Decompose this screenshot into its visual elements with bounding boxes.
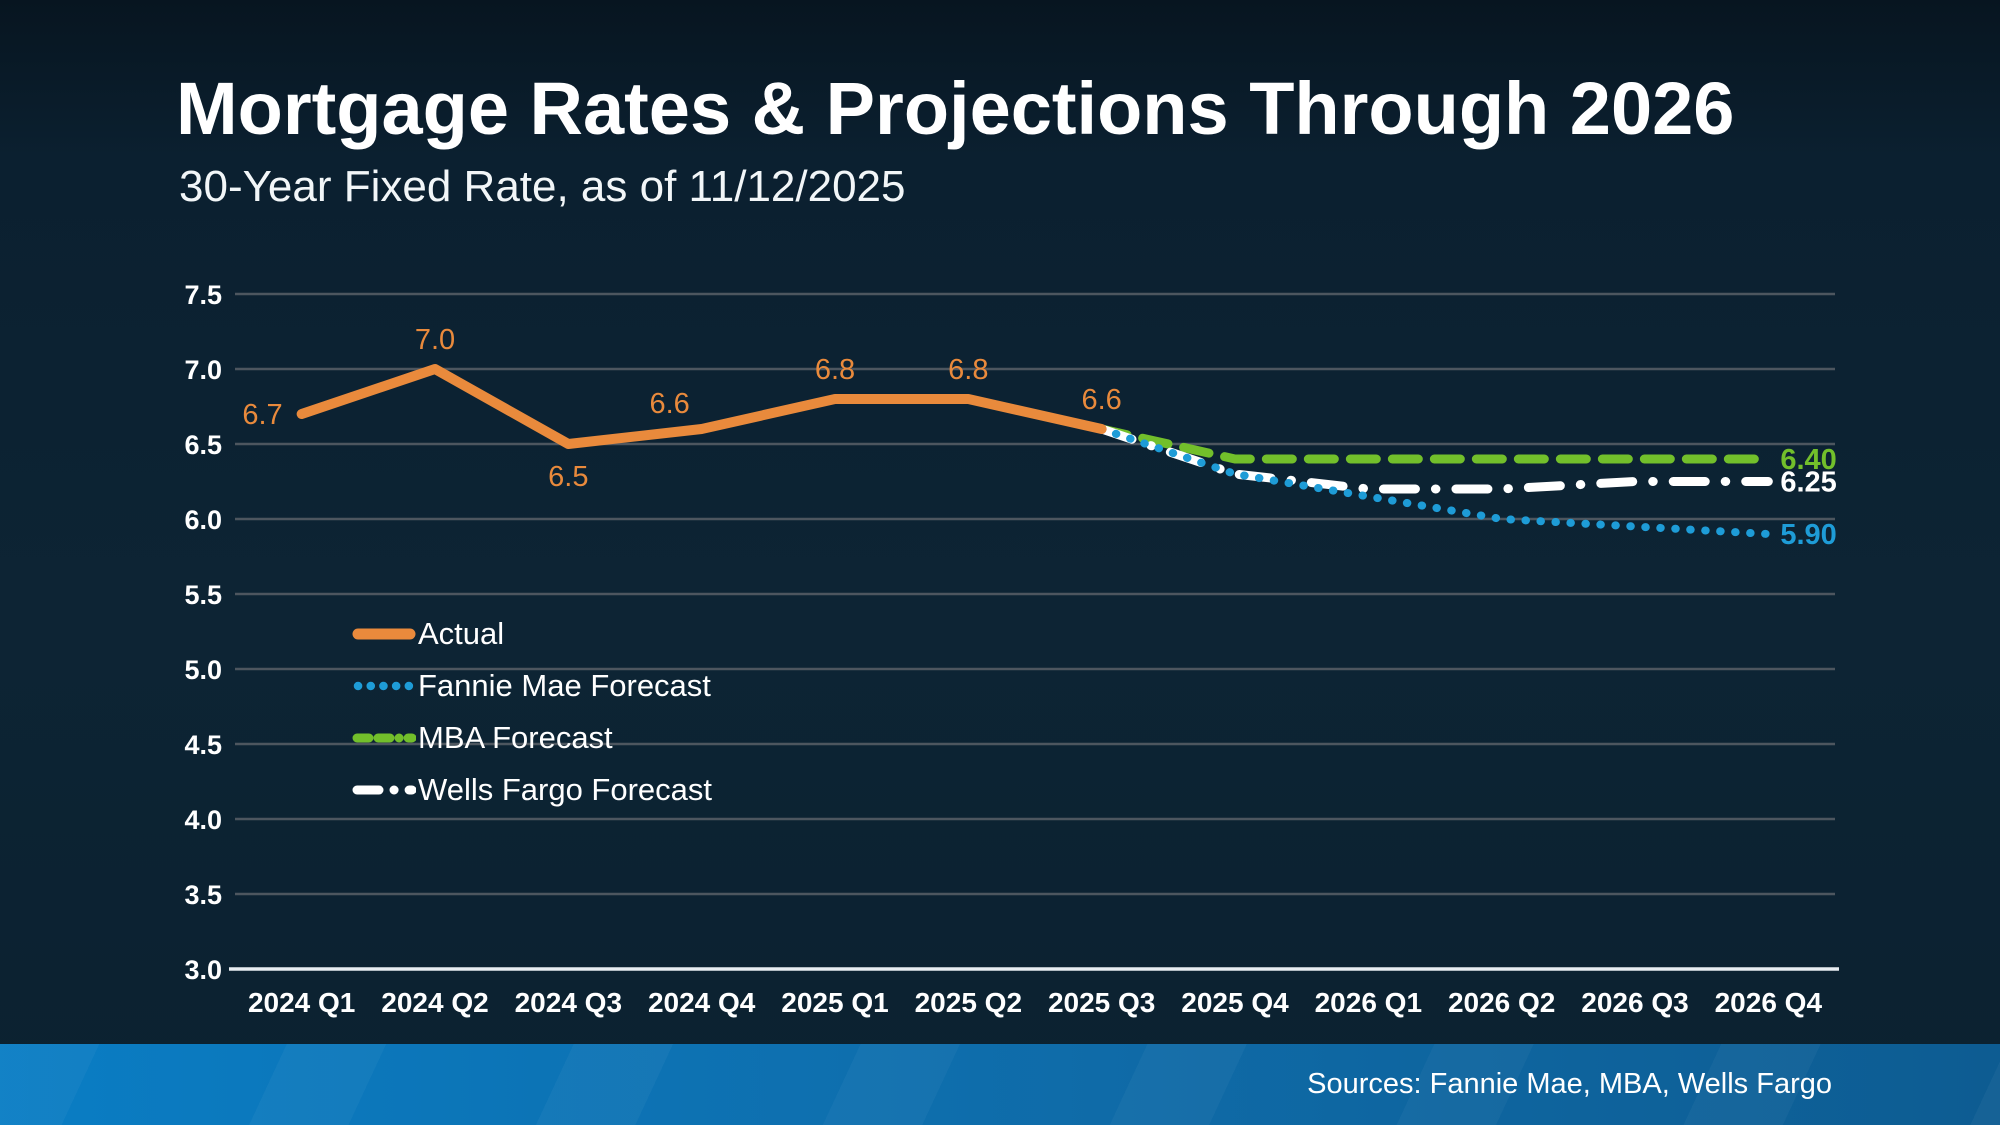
x-axis-tick-label: 2024 Q2 [381,987,488,1018]
x-axis-tick-label: 2024 Q4 [648,987,756,1018]
x-axis-tick-label: 2025 Q2 [915,987,1022,1018]
legend-item-fannie-mae: Fannie Mae Forecast [352,660,712,712]
legend-label: Wells Fargo Forecast [418,772,713,807]
series-end-label: 5.90 [1780,519,1836,551]
x-axis-tick-label: 2024 Q3 [515,987,622,1018]
series-end-label: 6.25 [1780,467,1836,499]
x-axis-tick-label: 2024 Q1 [248,987,355,1018]
y-axis-tick-label: 5.5 [184,580,222,610]
data-point-label: 7.0 [415,324,455,356]
y-axis-tick-label: 7.5 [184,280,222,310]
x-axis-tick-label: 2026 Q3 [1581,987,1688,1018]
series-line-mba-forecast [1097,424,1773,464]
series-line-fannie-mae-forecast [1097,425,1773,538]
series-line-actual [296,364,1107,449]
series-end-label: 6.40 [1780,444,1836,476]
series-line-wells-fargo-forecast [1097,424,1773,494]
y-axis-tick-label: 5.0 [184,655,222,685]
x-axis-tick-label: 2026 Q4 [1715,987,1823,1018]
footer-bar: Sources: Fannie Mae, MBA, Wells Fargo [0,1044,2000,1125]
data-point-label: 6.7 [242,399,282,431]
data-point-label: 6.8 [948,354,988,386]
page-subtitle: 30-Year Fixed Rate, as of 11/12/2025 [179,162,906,211]
x-axis-tick-label: 2025 Q3 [1048,987,1155,1018]
y-axis-tick-label: 3.5 [184,880,222,910]
data-point-label: 6.6 [1082,384,1122,416]
y-axis-tick-label: 3.0 [184,955,222,985]
data-point-label: 6.6 [650,388,690,420]
x-axis-tick-label: 2025 Q1 [781,987,888,1018]
legend-item-mba: MBA Forecast [352,712,712,764]
y-axis-tick-label: 4.0 [184,805,222,835]
dashed-line-swatch-icon [352,733,416,743]
y-axis-tick-label: 7.0 [184,355,222,385]
x-axis-tick-label: 2026 Q2 [1448,987,1555,1018]
legend-label: Actual [418,616,505,651]
chart-legend: Actual Fannie Mae Forecast MBA Forecast … [352,608,712,816]
x-axis-tick-label: 2025 Q4 [1181,987,1289,1018]
legend-label: MBA Forecast [418,720,613,755]
y-axis-tick-label: 4.5 [184,730,222,760]
y-axis-tick-label: 6.5 [184,430,222,460]
legend-label: Fannie Mae Forecast [418,668,711,703]
sources-text: Sources: Fannie Mae, MBA, Wells Fargo [1307,1068,1832,1100]
page-title: Mortgage Rates & Projections Through 202… [176,67,1735,150]
actual-line-swatch-icon [352,628,416,640]
dotted-line-swatch-icon [353,681,415,691]
data-point-label: 6.5 [548,461,588,493]
y-axis-tick-label: 6.0 [184,505,222,535]
legend-item-wells-fargo: Wells Fargo Forecast [352,764,712,816]
data-point-label: 6.8 [815,354,855,386]
dash-dot-line-swatch-icon [352,785,416,795]
x-axis-tick-label: 2026 Q1 [1315,987,1422,1018]
legend-item-actual: Actual [352,608,712,660]
